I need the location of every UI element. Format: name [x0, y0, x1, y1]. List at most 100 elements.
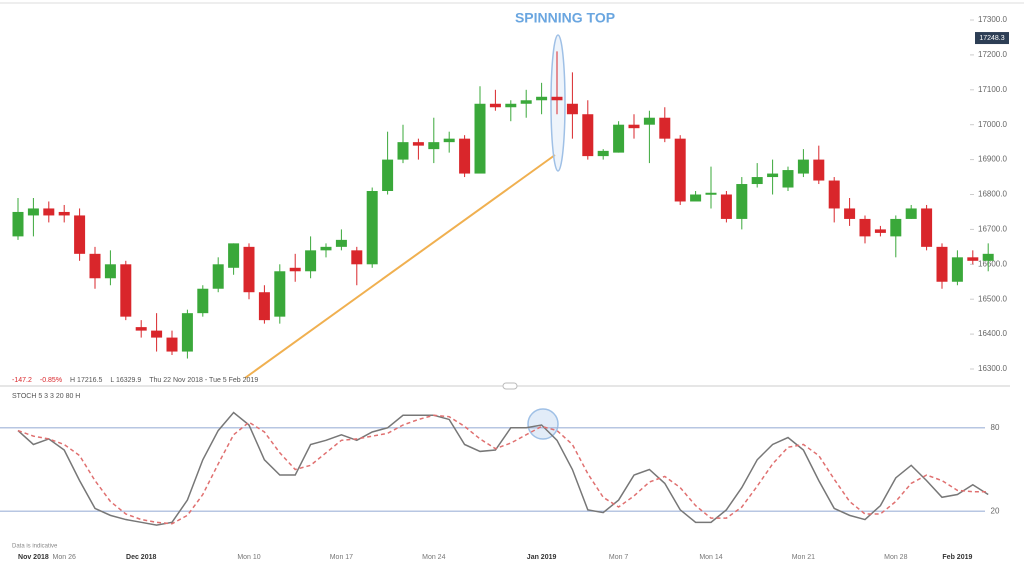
candle-body: [905, 208, 917, 219]
candle-body: [813, 159, 825, 181]
price-tag: [975, 32, 1009, 45]
candle-body: [643, 117, 655, 125]
candle-body: [474, 103, 486, 174]
candle-body: [120, 264, 132, 317]
info-item: L 16329.9: [110, 377, 141, 384]
annotation: SPINNING TOP: [515, 10, 615, 26]
candle-body: [936, 246, 948, 282]
x-tick-label: Mon 28: [884, 554, 907, 561]
candle-body: [289, 267, 301, 272]
candle-body: [767, 173, 779, 178]
y-tick-label: 16500.0: [978, 294, 1007, 303]
candle-body: [489, 103, 501, 108]
candle-body: [197, 288, 209, 314]
candle-body: [459, 138, 471, 174]
candle-body: [736, 184, 748, 219]
candle-body: [181, 313, 193, 352]
y-tick-label: 17300.0: [978, 15, 1007, 24]
candle-body: [428, 142, 440, 150]
info-item: -147.2: [12, 377, 32, 384]
candle-body: [874, 229, 886, 233]
candle-body: [258, 292, 270, 321]
x-tick-label: Mon 21: [792, 554, 815, 561]
x-tick-label: Mon 26: [53, 554, 76, 561]
x-tick-label: Mon 10: [237, 554, 260, 561]
y-tick-label: 17100.0: [978, 85, 1007, 94]
candle-body: [74, 215, 86, 254]
stoch-line: [17, 411, 989, 526]
panel-handle: [502, 382, 518, 390]
x-tick-label: Nov 2018: [18, 554, 49, 561]
candle-body: [151, 330, 163, 338]
trend-line: [244, 154, 556, 379]
candle-body: [551, 96, 563, 101]
price-tag-label: 17248.3: [979, 35, 1004, 42]
candle-body: [720, 194, 732, 219]
candle-body: [520, 100, 532, 104]
candle-body: [27, 208, 39, 216]
note: Data is indicative: [12, 544, 58, 550]
y-tick-label: 16600.0: [978, 259, 1007, 268]
candle-body: [828, 180, 840, 209]
candle-body: [366, 191, 378, 265]
info-item: Thu 22 Nov 2018 - Tue 5 Feb 2019: [149, 377, 258, 384]
candle-body: [597, 150, 609, 157]
candle-body: [659, 117, 671, 139]
candle-body: [582, 114, 594, 157]
candle-body: [751, 177, 763, 185]
x-tick-label: Mon 14: [699, 554, 722, 561]
candle-body: [43, 208, 55, 216]
candle-body: [505, 103, 517, 108]
x-tick-label: Mon 24: [422, 554, 445, 561]
y-tick-label: 20: [991, 506, 1000, 515]
candle-body: [921, 208, 933, 247]
candle-body: [135, 327, 147, 331]
candle-body: [890, 218, 902, 237]
candle-body: [613, 124, 625, 153]
indicator-label: STOCH 5 3 3 20 80 H: [12, 393, 80, 400]
candle-body: [12, 211, 24, 237]
candle-body: [536, 96, 548, 101]
candle-body: [967, 257, 979, 261]
x-tick-label: Mon 7: [609, 554, 629, 561]
candle-body: [104, 264, 116, 279]
info-item: -0.85%: [40, 377, 62, 384]
candle-body: [412, 142, 424, 146]
candle-body: [212, 264, 224, 289]
candle-body: [305, 250, 317, 272]
candle-body: [844, 208, 856, 219]
highlight-circle: [527, 408, 559, 440]
candle-body: [166, 337, 178, 352]
candle-body: [335, 239, 347, 247]
stoch-line: [17, 414, 989, 525]
candle-body: [782, 170, 794, 188]
x-tick-label: Dec 2018: [126, 554, 156, 561]
y-tick-label: 17000.0: [978, 120, 1007, 129]
candle-body: [351, 250, 363, 265]
candle-body: [674, 138, 686, 202]
y-tick-label: 80: [991, 423, 1000, 432]
y-tick-label: 16300.0: [978, 364, 1007, 373]
x-tick-label: Jan 2019: [527, 554, 557, 561]
candle-body: [628, 124, 640, 129]
candle-body: [951, 257, 963, 282]
y-tick-label: 16900.0: [978, 155, 1007, 164]
candle-body: [797, 159, 809, 174]
candle-body: [443, 138, 455, 143]
y-tick-label: 16700.0: [978, 225, 1007, 234]
candle-body: [243, 246, 255, 293]
candle-body: [859, 218, 871, 237]
candle-body: [397, 142, 409, 160]
candle-body: [382, 159, 394, 192]
x-tick-label: Feb 2019: [942, 554, 972, 561]
candle-body: [58, 211, 70, 216]
candle-body: [89, 253, 101, 279]
candle-body: [228, 243, 240, 268]
highlight-ellipse: [550, 34, 566, 172]
x-tick-label: Mon 17: [330, 554, 353, 561]
candle-body: [690, 194, 702, 202]
candle-body: [982, 253, 994, 261]
candle-body: [566, 103, 578, 115]
